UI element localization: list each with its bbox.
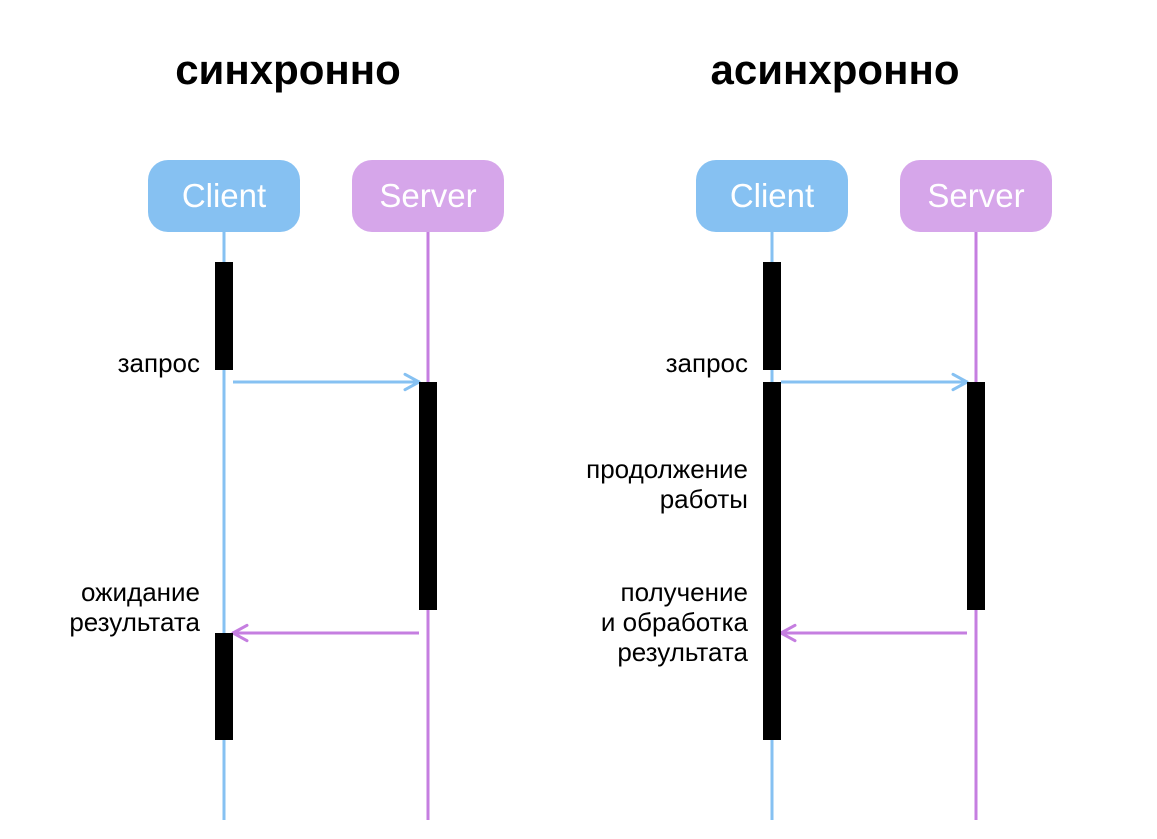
panel-title: синхронно — [175, 46, 401, 93]
message-label: запрос — [118, 348, 200, 378]
message-label: ожиданиерезультата — [69, 577, 200, 637]
activation-bar — [763, 382, 781, 740]
panel-title: асинхронно — [711, 46, 960, 93]
activation-bar — [419, 382, 437, 610]
message-label: запрос — [666, 348, 748, 378]
server-box-label: Server — [379, 177, 476, 214]
server-box-label: Server — [927, 177, 1024, 214]
activation-bar — [215, 262, 233, 370]
message-label: получениеи обработкарезультата — [601, 577, 749, 667]
activation-bar — [763, 262, 781, 370]
sequence-diagram: синхронно Client Server запрос ожиданиерезул… — [0, 0, 1157, 839]
client-box-label: Client — [182, 177, 266, 214]
client-box-label: Client — [730, 177, 814, 214]
annotation-label: продолжениеработы — [586, 454, 748, 514]
activation-bar — [215, 633, 233, 740]
activation-bar — [967, 382, 985, 610]
